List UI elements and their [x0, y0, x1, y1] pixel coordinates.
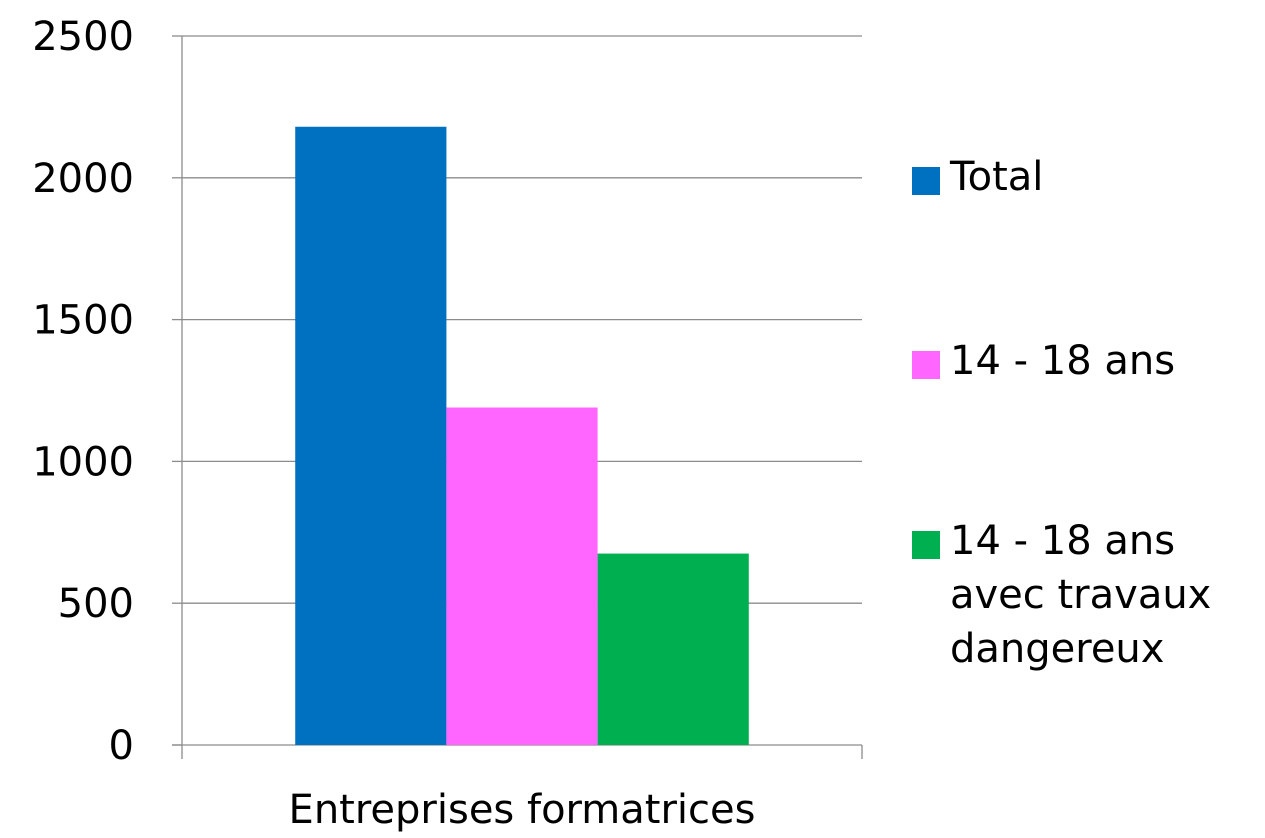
bar-14-18-ans-avec-travaux-dangereux [597, 553, 749, 745]
legend-swatch-14-18-dangerous [912, 531, 940, 559]
legend: Total 14 - 18 ans 14 - 18 ans avec trava… [912, 150, 1262, 676]
legend-item-14-18: 14 - 18 ans [912, 334, 1262, 388]
y-tick-label-0: 0 [109, 723, 134, 769]
legend-item-total: Total [912, 150, 1262, 204]
x-category-label: Entreprises formatrices [289, 787, 756, 833]
y-tick-label-500: 500 [58, 581, 134, 627]
legend-swatch-total [912, 167, 940, 195]
y-tick-label-1000: 1000 [32, 439, 134, 485]
bar-14-18-ans [446, 407, 598, 745]
y-tick-label-1500: 1500 [32, 298, 134, 344]
x-category-labels: Entreprises formatrices [289, 787, 756, 833]
legend-label-total: Total [950, 154, 1044, 200]
y-tick-labels: 0 500 1000 1500 2000 2500 [32, 14, 134, 769]
legend-label-14-18: 14 - 18 ans [950, 338, 1176, 384]
legend-label-14-18-dangerous: 14 - 18 ans avec travaux dangereux [950, 518, 1212, 672]
legend-swatch-14-18 [912, 351, 940, 379]
legend-item-14-18-dangerous: 14 - 18 ans avec travaux dangereux [912, 514, 1262, 676]
bar-total [295, 126, 447, 745]
y-tick-label-2500: 2500 [32, 14, 134, 60]
y-tick-label-2000: 2000 [32, 156, 134, 202]
bars [295, 126, 749, 745]
